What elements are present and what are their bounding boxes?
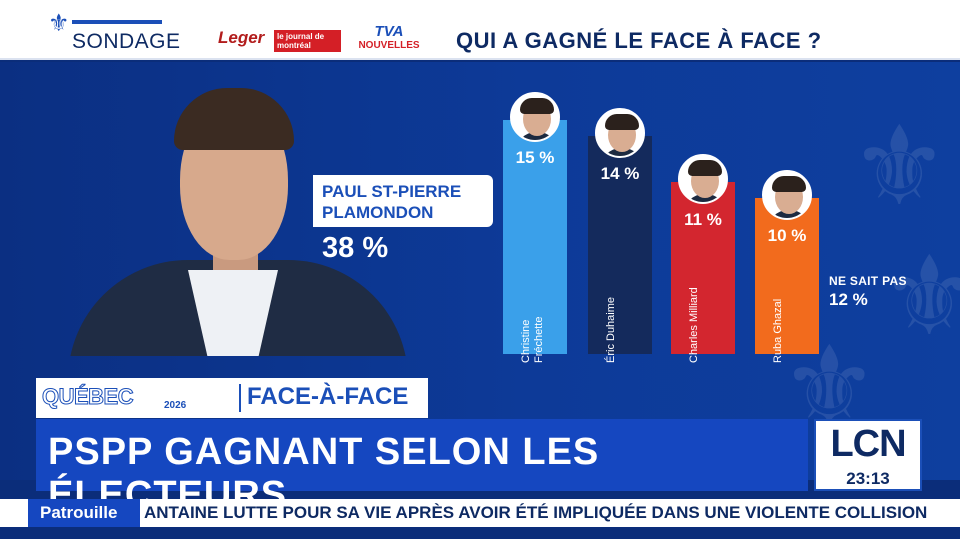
fleur-de-lis-watermark-icon: ⚜ [880,232,960,360]
bar-category-label: Éric Duhaime [605,296,617,363]
bar-value-label: 10 % [767,226,807,245]
ticker-category: Patrouille [28,499,140,527]
tva-nouvelles-logo: TVA NOUVELLES [352,24,426,52]
chart-bar [503,120,567,354]
segment-title: FACE-À-FACE [247,383,409,410]
poll-label: SONDAGE [72,30,181,53]
candidate-avatar [510,92,560,142]
bottom-strip [0,527,960,539]
candidate-avatar [762,170,812,220]
program-tag: QUÉBEC 2026 FACE-À-FACE [36,378,428,418]
no-answer-block: NE SAIT PAS 12 % [829,274,907,310]
program-year: 2026 [164,400,187,411]
channel-bug: LCN 23:13 [814,419,922,491]
header-accent-bar [72,20,162,24]
headline-banner: PSPP GAGNANT SELON LES ÉLECTEURS [36,419,808,516]
bar-category-label: Charles Milliard [688,287,700,363]
leger-logo: Leger [218,28,265,47]
tag-divider [239,384,241,412]
chart-bar [671,182,735,354]
candidate-avatar [595,108,645,158]
bar-value-label: 14 % [600,164,640,183]
chart-bar [588,136,652,354]
news-ticker: Patrouille ANTAINE LUTTE POUR SA VIE APR… [0,499,960,527]
fleur-de-lis-watermark-icon: ⚜ [850,102,949,230]
header-banner: ⚜ SONDAGE Leger le journal de montréal T… [0,0,960,60]
clock-time: 23:13 [846,469,890,488]
poll-question: QUI A GAGNÉ LE FACE À FACE ? [456,28,822,53]
bar-category-label: Christine Fréchette [520,316,545,363]
no-answer-label: NE SAIT PAS [829,274,907,288]
ticker-end-cap [934,499,960,527]
winner-percentage: 38 % [322,232,389,264]
candidate-avatar [678,154,728,204]
no-answer-percentage: 12 % [829,290,868,309]
winner-name: PAUL ST-PIERRE PLAMONDON [322,182,462,222]
bar-value-label: 15 % [515,148,555,167]
bar-category-label: Ruba Ghazal [772,298,784,363]
ticker-text: ANTAINE LUTTE POUR SA VIE APRÈS AVOIR ÉT… [144,503,928,522]
fleur-de-lis-icon: ⚜ [48,9,70,37]
tva-logo-text: TVA [374,23,404,40]
lcn-logo: LCN [830,423,906,465]
bar-value-label: 11 % [684,210,722,229]
journal-logo: le journal de montréal [274,30,341,52]
winner-label-box [313,175,493,227]
winner-photo [48,70,410,356]
chart-bar [755,198,819,354]
program-name: QUÉBEC [41,384,134,410]
tva-logo-label: NOUVELLES [358,40,420,51]
